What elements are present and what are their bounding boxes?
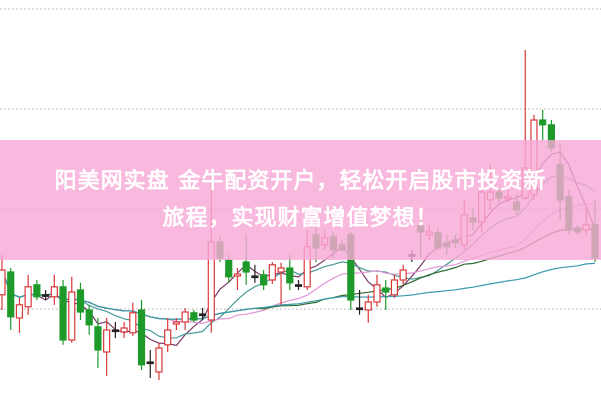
candle-body [103, 329, 111, 353]
candle [85, 304, 93, 335]
candle-body [242, 261, 250, 273]
candle-body [286, 267, 294, 284]
candle-body [294, 284, 303, 287]
candle-body [42, 294, 50, 297]
candle [399, 264, 407, 285]
candle-body [198, 313, 207, 317]
candle [286, 254, 294, 290]
candle-body [24, 286, 32, 308]
candle [103, 318, 111, 376]
candle-body [137, 309, 146, 366]
candle [129, 302, 137, 336]
candle [190, 310, 198, 322]
candle [198, 308, 207, 320]
candle [120, 322, 128, 338]
candle [181, 308, 189, 330]
candle [146, 350, 154, 378]
candle [76, 282, 85, 320]
candle-body [94, 326, 102, 351]
candle-body [15, 304, 24, 319]
candle-body [399, 269, 407, 281]
candle-body [373, 284, 381, 303]
candle-body [120, 327, 128, 333]
candle [15, 298, 24, 333]
candle [277, 262, 285, 305]
candle [33, 280, 41, 300]
candle-body [7, 271, 15, 318]
promo-banner: 阳美网实盘 金牛配资开户，轻松开启股市投资新 旅程，实现财富增值梦想！ [0, 140, 601, 260]
candle-body [68, 291, 76, 341]
candle [137, 300, 146, 370]
ma60-line [1, 262, 596, 320]
candle [155, 342, 163, 380]
candle [251, 264, 259, 283]
candle-body [164, 329, 172, 346]
candle [42, 290, 50, 300]
candle-body [76, 289, 85, 313]
candle [172, 318, 181, 330]
candle-body [146, 361, 154, 365]
candle [268, 262, 276, 284]
candle-body [0, 269, 6, 296]
candle-body [260, 274, 268, 286]
candle-body [172, 321, 181, 325]
banner-line-1: 阳美网实盘 金牛配资开户，轻松开启股市投资新 [54, 169, 547, 194]
candle [59, 280, 67, 345]
candle [260, 270, 268, 290]
candle-body [181, 311, 189, 323]
candle [24, 274, 32, 315]
candle [364, 294, 372, 323]
candle-body [225, 259, 233, 278]
candle-body [251, 275, 259, 279]
candle-body [59, 286, 67, 341]
candle [50, 274, 58, 305]
candle [539, 110, 547, 140]
candle [68, 276, 76, 343]
candle-body [155, 347, 163, 373]
candle-body [129, 312, 137, 334]
candle-body [50, 286, 58, 298]
candle-body [364, 301, 372, 311]
candle-body [33, 284, 41, 298]
candle [233, 268, 242, 290]
candle [373, 274, 381, 307]
candle-body [382, 287, 390, 293]
candle-body [85, 309, 93, 326]
candle [94, 318, 102, 368]
candle [382, 280, 390, 310]
candle-body [268, 264, 276, 281]
candle [0, 254, 6, 310]
candle-body [190, 312, 198, 321]
candle-body [390, 279, 399, 296]
candle [111, 322, 119, 338]
candle-body [539, 119, 547, 126]
candle [294, 280, 303, 290]
candle [7, 268, 15, 330]
candle [355, 290, 364, 315]
candle-body [111, 329, 119, 333]
candle-body [233, 273, 242, 277]
candle [164, 318, 172, 352]
candle-body [355, 307, 364, 311]
candle-body [277, 267, 285, 273]
banner-line-2: 旅程，实现财富增值梦想！ [162, 206, 439, 231]
candle [390, 274, 399, 298]
